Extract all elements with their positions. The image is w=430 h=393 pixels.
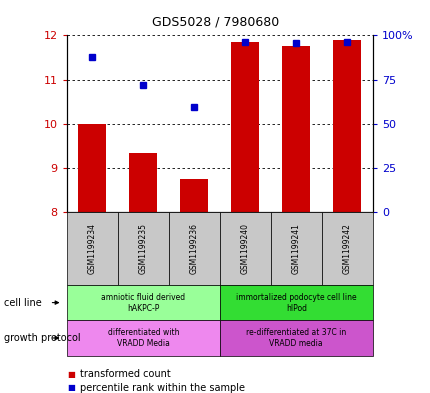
Text: GSM1199235: GSM1199235 bbox=[138, 223, 147, 274]
Text: differentiated with
VRADD Media: differentiated with VRADD Media bbox=[108, 328, 178, 348]
Bar bbox=[282, 46, 310, 212]
Text: ■: ■ bbox=[67, 384, 75, 392]
Text: GSM1199241: GSM1199241 bbox=[291, 223, 300, 274]
Bar bbox=[219, 320, 372, 356]
Bar bbox=[180, 179, 208, 212]
Text: GSM1199240: GSM1199240 bbox=[240, 223, 249, 274]
Text: ■: ■ bbox=[67, 370, 75, 378]
Bar bbox=[78, 124, 106, 212]
Text: GSM1199236: GSM1199236 bbox=[189, 223, 198, 274]
Bar bbox=[231, 42, 259, 212]
Text: growth protocol: growth protocol bbox=[4, 333, 81, 343]
Text: percentile rank within the sample: percentile rank within the sample bbox=[80, 383, 244, 393]
Bar bbox=[270, 212, 321, 285]
Bar bbox=[219, 212, 270, 285]
Text: re-differentiated at 37C in
VRADD media: re-differentiated at 37C in VRADD media bbox=[246, 328, 346, 348]
Bar bbox=[169, 212, 219, 285]
Bar bbox=[129, 152, 157, 212]
Bar bbox=[117, 212, 169, 285]
Text: GSM1199234: GSM1199234 bbox=[88, 223, 97, 274]
Text: transformed count: transformed count bbox=[80, 369, 170, 379]
Text: immortalized podocyte cell line
hIPod: immortalized podocyte cell line hIPod bbox=[236, 292, 356, 313]
Bar bbox=[332, 40, 360, 212]
Text: GDS5028 / 7980680: GDS5028 / 7980680 bbox=[151, 16, 279, 29]
Bar bbox=[67, 320, 219, 356]
Text: GSM1199242: GSM1199242 bbox=[342, 223, 351, 274]
Bar bbox=[67, 285, 219, 320]
Bar bbox=[321, 212, 372, 285]
Bar bbox=[219, 285, 372, 320]
Text: cell line: cell line bbox=[4, 298, 42, 308]
Text: amniotic fluid derived
hAKPC-P: amniotic fluid derived hAKPC-P bbox=[101, 292, 185, 313]
Bar bbox=[67, 212, 117, 285]
